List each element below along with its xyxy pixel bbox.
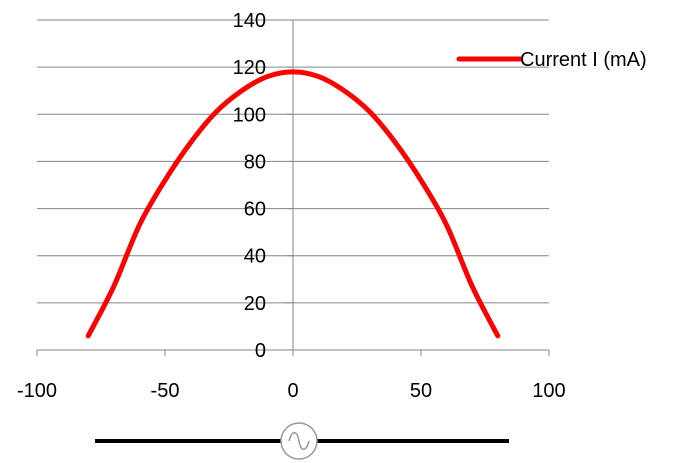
y-tick-label: 80 — [244, 151, 266, 173]
x-tick-label: -100 — [17, 380, 57, 402]
series-line-current — [85, 69, 501, 339]
x-tick-label: 100 — [532, 380, 565, 402]
y-tick-label: 20 — [244, 293, 266, 315]
x-ticks: -100 -50 0 50 100 — [17, 350, 566, 402]
ac-source-symbol — [95, 422, 509, 460]
legend-label: Current I (mA) — [520, 49, 647, 71]
y-tick-label: 0 — [255, 340, 266, 362]
legend: Current I (mA) — [456, 49, 647, 71]
x-tick-label: 0 — [287, 380, 298, 402]
x-tick-label: -50 — [151, 380, 180, 402]
series-layer — [85, 69, 501, 339]
y-ticks: 0 20 40 60 80 100 120 140 — [233, 10, 293, 362]
y-tick-label: 60 — [244, 199, 266, 221]
x-tick-label: 50 — [410, 380, 432, 402]
sine-wave-icon — [288, 432, 310, 450]
y-tick-label: 40 — [244, 246, 266, 268]
y-tick-label: 120 — [233, 57, 266, 79]
y-tick-label: 140 — [233, 10, 266, 32]
y-tick-label: 100 — [233, 104, 266, 126]
